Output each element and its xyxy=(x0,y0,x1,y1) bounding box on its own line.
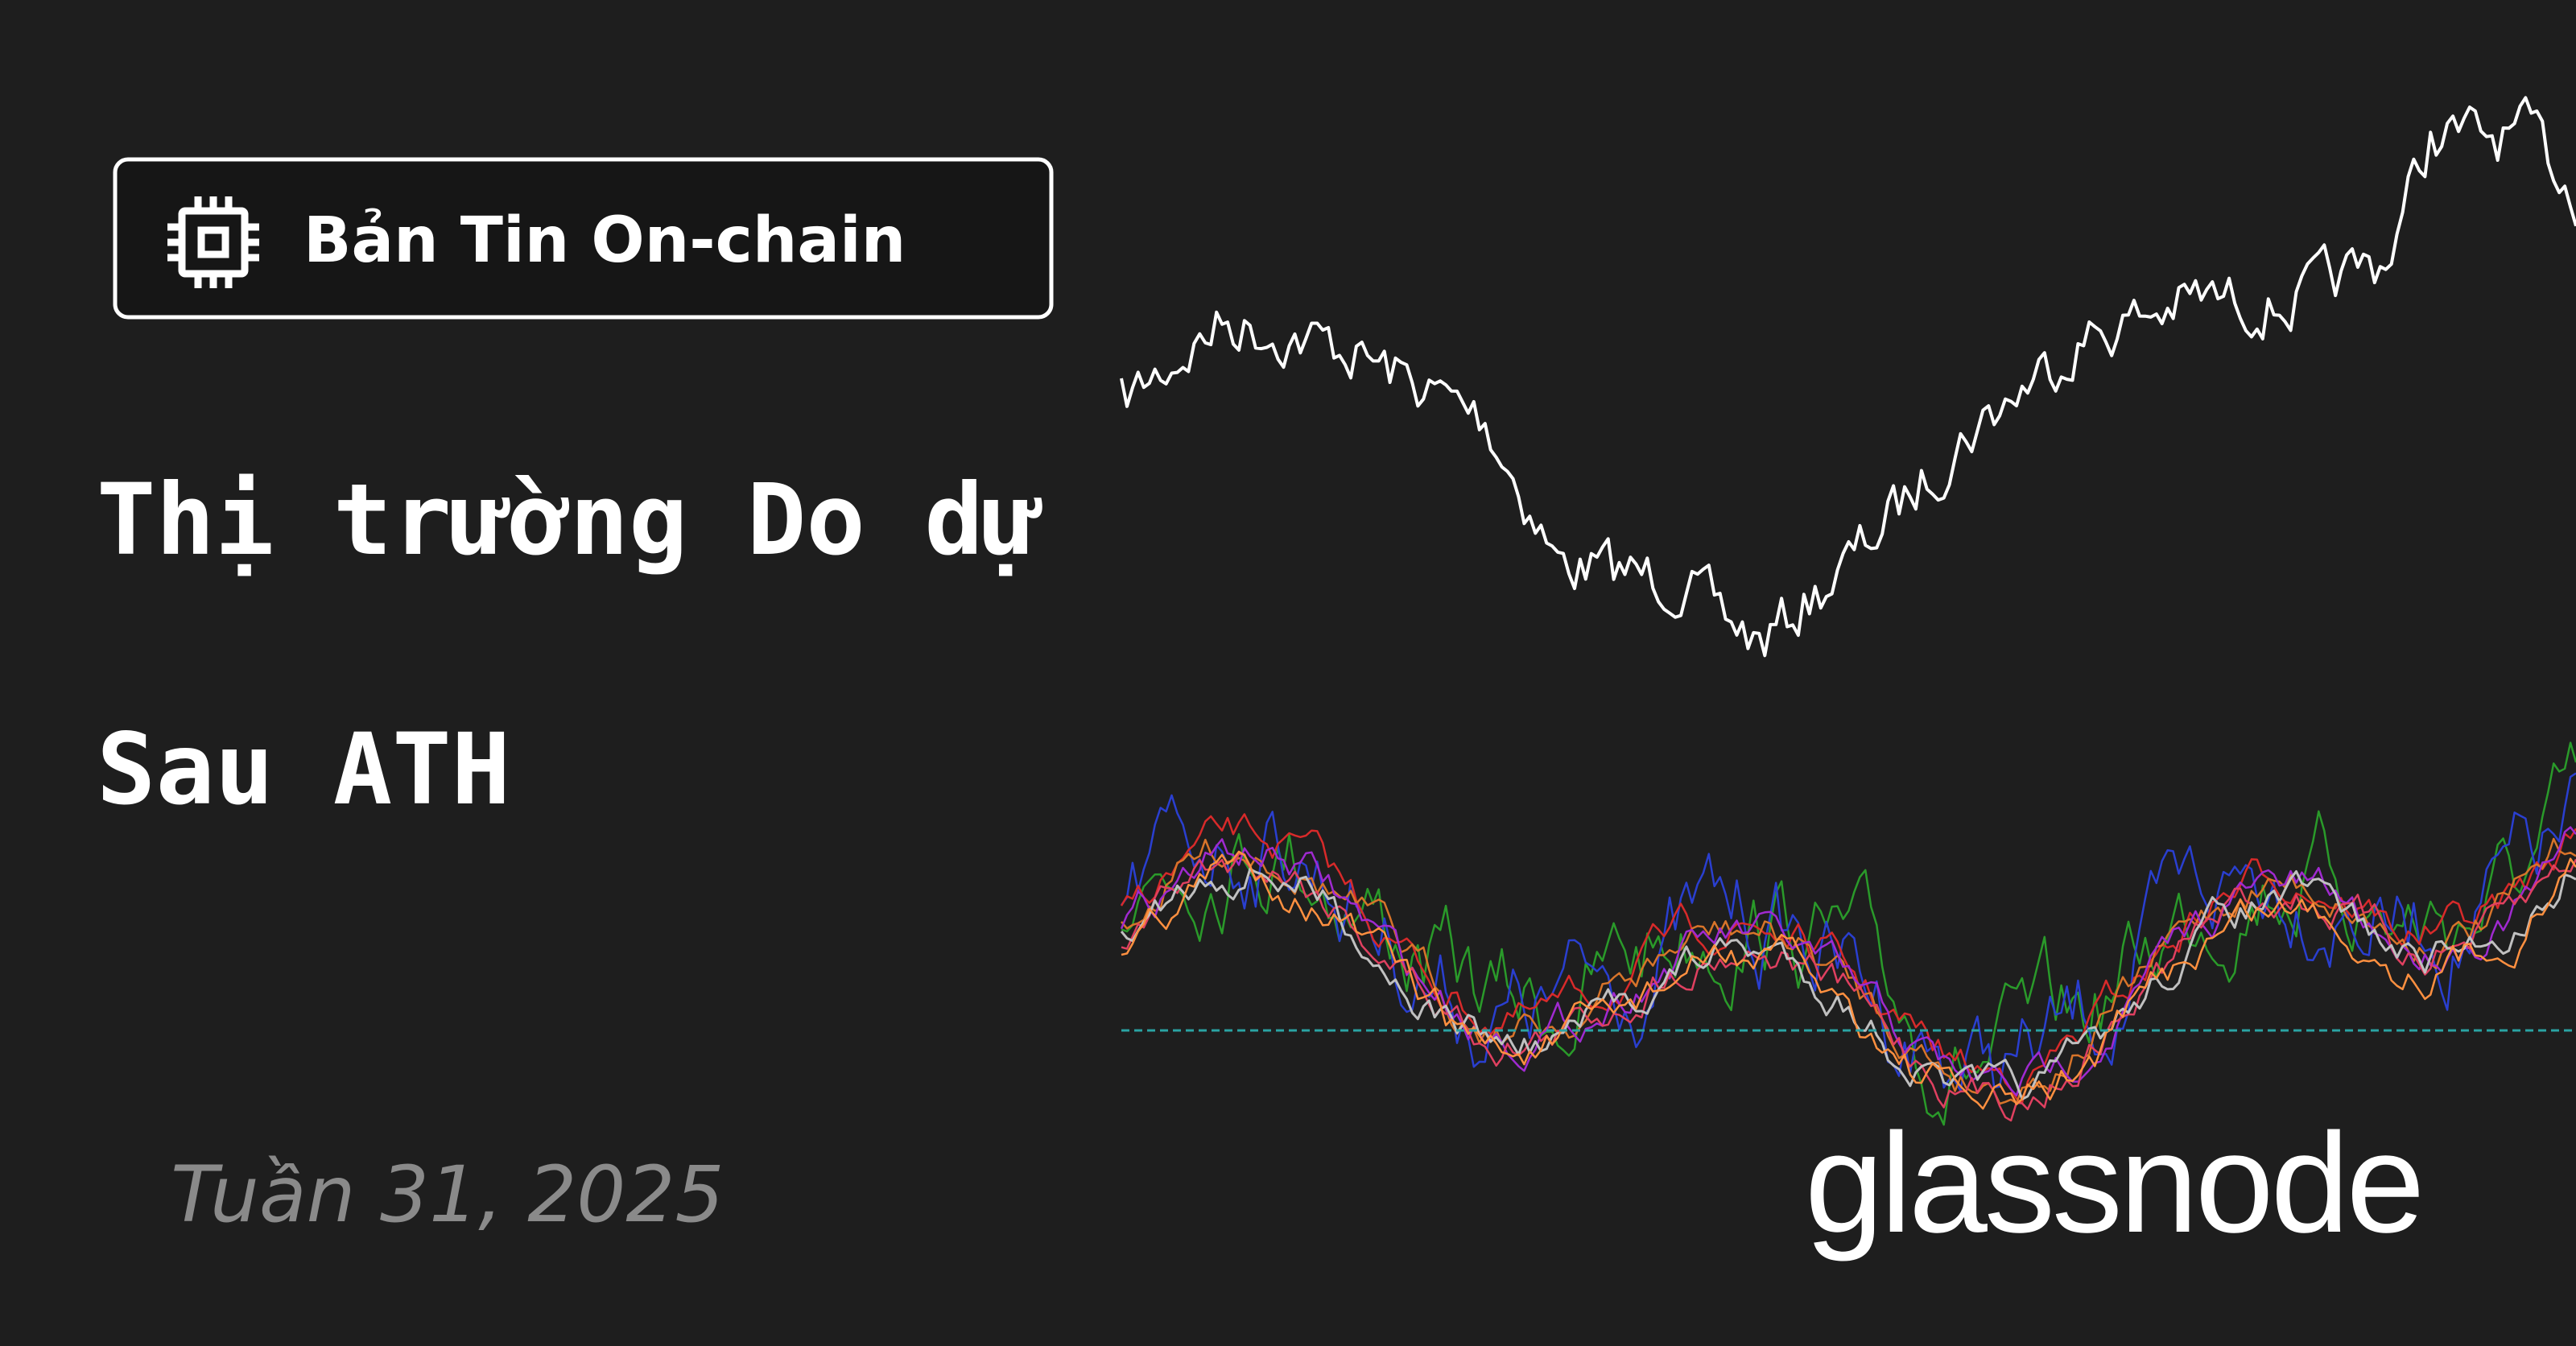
chip-icon xyxy=(167,196,259,288)
indicator-line xyxy=(1121,850,2576,1110)
title-line: Sau ATH xyxy=(97,712,510,827)
date: Tuần 31, 2025 xyxy=(171,1150,724,1240)
indicator-line xyxy=(1121,741,2576,1126)
title-line: Thị trường Do dự xyxy=(97,463,1042,577)
chip-core xyxy=(197,226,229,258)
price-line xyxy=(1120,96,2576,658)
logo: glassnode xyxy=(1805,1104,2421,1262)
badge-label: Bản Tin On-chain xyxy=(303,204,906,277)
indicator-line xyxy=(1121,853,2576,1122)
decor-chart xyxy=(1120,96,2576,1126)
indicator-line xyxy=(1121,837,2576,1105)
chip-pins xyxy=(167,196,259,288)
indicator-line xyxy=(1120,868,2576,1100)
badge xyxy=(113,157,1054,320)
